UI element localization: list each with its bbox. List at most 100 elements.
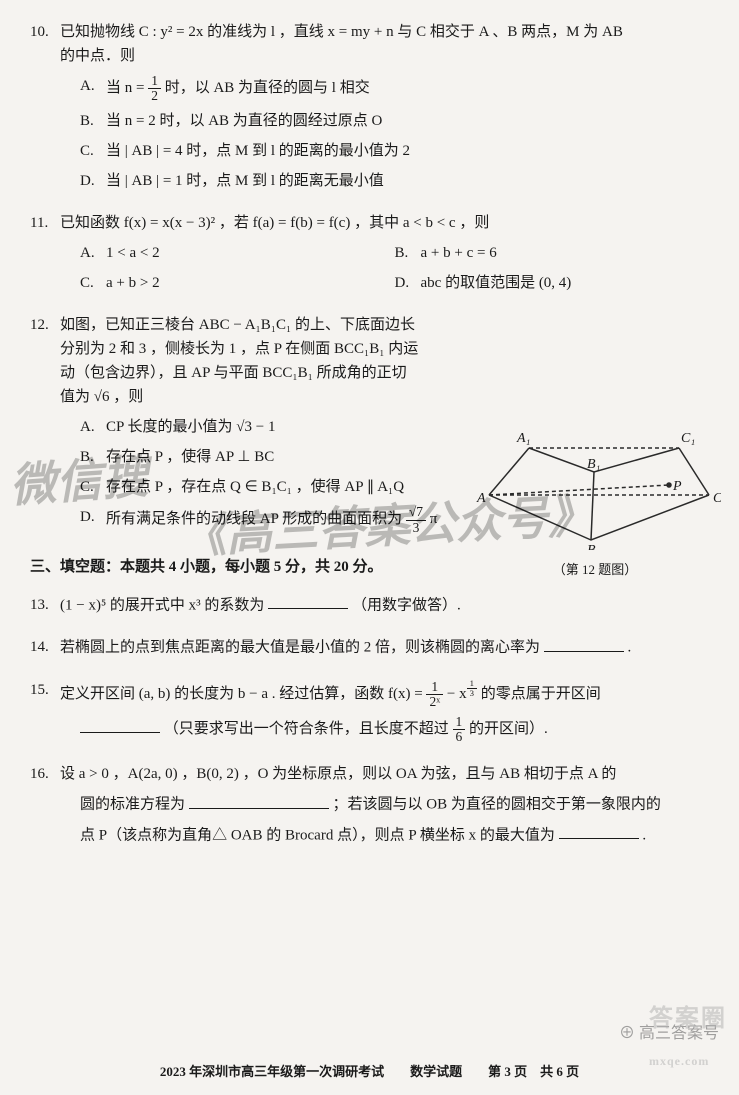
q13-pre: (1 − x)⁵ 的展开式中 x³ 的系数为 xyxy=(60,597,268,613)
edge-bb1 xyxy=(591,472,594,540)
q14-post: . xyxy=(628,640,632,656)
opt-label-a: A. xyxy=(80,74,106,103)
q11-optA: 1 < a < 2 xyxy=(106,241,160,265)
q16-line3-post: . xyxy=(642,827,646,843)
q15-body: 定义开区间 (a, b) 的长度为 b − a . 经过估算，函数 f(x) =… xyxy=(60,678,709,709)
q12-line3: 动（包含边界），且 AP 与平面 BCC₁B₁ 所成角的正切 xyxy=(60,365,407,381)
frac-n: √7 xyxy=(406,505,426,520)
q15-post1: 的零点属于开区间 xyxy=(481,686,601,702)
q16-number: 16. xyxy=(30,762,60,786)
opt-label-d: D. xyxy=(395,271,421,295)
q11-number: 11. xyxy=(30,211,60,235)
opt-label-a: A. xyxy=(80,415,106,439)
q14-blank xyxy=(544,635,624,652)
exp-frac: 13 xyxy=(467,679,477,698)
q12-optA-pre: CP 长度的最小值为 xyxy=(106,419,236,435)
q12-optD-pre: 所有满足条件的动线段 AP 形成的曲面面积为 xyxy=(106,511,406,527)
q13-body: (1 − x)⁵ 的展开式中 x³ 的系数为 （用数字做答）. xyxy=(60,593,709,618)
q16-blank2 xyxy=(559,823,639,840)
q12-figure-caption: （第 12 题图） xyxy=(469,560,721,581)
fraction: 12ˣ xyxy=(426,680,443,709)
q16-line2: 圆的标准方程为 ；若该圆与以 OB 为直径的圆相交于第一象限内的 xyxy=(30,792,709,817)
opt-label-b: B. xyxy=(80,109,106,133)
q14-number: 14. xyxy=(30,635,60,660)
q15-line2-post: 的开区间）. xyxy=(469,721,548,737)
prism-svg: A B C A₁ B₁ C₁ P xyxy=(469,410,721,550)
frac-num: 1 xyxy=(148,74,161,89)
q10-opt-a: A. 当 n = 12 时，以 AB 为直径的圆与 l 相交 xyxy=(30,74,709,103)
q15-blank xyxy=(80,717,160,734)
fraction: 12 xyxy=(148,74,161,103)
q16-body: 设 a > 0 ，A(2a, 0) ，B(0, 2) ，O 为坐标原点，则以 O… xyxy=(60,762,709,786)
q10-stem: 10. 已知抛物线 C : y² = 2x 的准线为 l ，直线 x = my … xyxy=(30,20,709,68)
label-P: P xyxy=(672,479,682,494)
edge-abc-front xyxy=(489,495,709,540)
q15-mid: − x xyxy=(447,686,467,702)
label-A: A xyxy=(476,491,486,506)
opt-label-c: C. xyxy=(80,271,106,295)
page-footer: 2023 年深圳市高三年级第一次调研考试 数学试题 第 3 页 共 6 页 xyxy=(0,1062,739,1083)
q12-optA-sqrt: √3 xyxy=(236,419,252,435)
q12-body: 如图，已知正三棱台 ABC − A₁B₁C₁ 的上、下底面边长 分别为 2 和 … xyxy=(60,313,709,409)
q16-line3: 点 P（该点称为直角△ OAB 的 Brocard 点），则点 P 横坐标 x … xyxy=(30,823,709,848)
q10-opt-d: D. 当 | AB | = 1 时，点 M 到 l 的距离无最小值 xyxy=(30,169,709,193)
q12-line1: 如图，已知正三棱台 ABC − A₁B₁C₁ 的上、下底面边长 xyxy=(60,317,415,333)
q10-optA-text: 当 n = 12 时，以 AB 为直径的圆与 l 相交 xyxy=(106,74,709,103)
q14-pre: 若椭圆上的点到焦点距离的最大值是最小值的 2 倍，则该椭圆的离心率为 xyxy=(60,640,544,656)
q11-optC: a + b > 2 xyxy=(106,271,160,295)
q10-number: 10. xyxy=(30,20,60,68)
q11-opts-row1: A.1 < a < 2 B.a + b + c = 6 xyxy=(30,241,709,265)
q12-line2: 分别为 2 和 3 ，侧棱长为 1 ，点 P 在侧面 BCC₁B₁ 内运 xyxy=(60,341,418,357)
q16-line2-post: ；若该圆与以 OB 为直径的圆相交于第一象限内的 xyxy=(333,797,661,813)
q16-line2-pre: 圆的标准方程为 xyxy=(80,797,189,813)
q12-optA-post: − 1 xyxy=(252,419,275,435)
edge-aa1 xyxy=(489,448,529,495)
q10-optA-pre: 当 n = xyxy=(106,80,148,96)
q12-line4-pre: 值为 xyxy=(60,389,90,405)
fraction: 16 xyxy=(453,715,466,744)
frac-d: 3 xyxy=(467,689,477,698)
q11-opts-row2: C.a + b > 2 D.abc 的取值范围是 (0, 4) xyxy=(30,271,709,295)
q10-opt-c: C. 当 | AB | = 4 时，点 M 到 l 的距离的最小值为 2 xyxy=(30,139,709,163)
q11-optB: a + b + c = 6 xyxy=(421,241,497,265)
q13-post: （用数字做答）. xyxy=(352,597,461,613)
frac-den: 2 xyxy=(148,89,161,103)
frac-n: 1 xyxy=(426,680,443,695)
q12-line4-post: ，则 xyxy=(113,389,143,405)
question-11: 11. 已知函数 f(x) = x(x − 3)² ，若 f(a) = f(b)… xyxy=(30,211,709,295)
frac-d: 2ˣ xyxy=(426,695,443,709)
q16-line3-pre: 点 P（该点称为直角△ OAB 的 Brocard 点），则点 P 横坐标 x … xyxy=(80,827,559,843)
label-C1: C₁ xyxy=(681,431,695,446)
q12-optD-post: π xyxy=(430,511,438,527)
label-B1: B₁ xyxy=(587,457,600,472)
opt-label-c: C. xyxy=(80,475,106,499)
q15-number: 15. xyxy=(30,678,60,709)
frac-n: 1 xyxy=(453,715,466,730)
fraction: √73 xyxy=(406,505,426,534)
q15-pre: 定义开区间 (a, b) 的长度为 b − a . 经过估算，函数 f(x) = xyxy=(60,686,426,702)
q16-blank1 xyxy=(189,792,329,809)
q10-stem-line2: 的中点．则 xyxy=(60,48,135,64)
q11-body: 已知函数 f(x) = x(x − 3)² ，若 f(a) = f(b) = f… xyxy=(60,211,709,235)
q10-optD-text: 当 | AB | = 1 时，点 M 到 l 的距离无最小值 xyxy=(106,169,709,193)
q10-optA-post: 时，以 AB 为直径的圆与 l 相交 xyxy=(165,80,370,96)
q10-optC-text: 当 | AB | = 4 时，点 M 到 l 的距离的最小值为 2 xyxy=(106,139,709,163)
opt-label-a: A. xyxy=(80,241,106,265)
q10-body: 已知抛物线 C : y² = 2x 的准线为 l ，直线 x = my + n … xyxy=(60,20,709,68)
q15-line2-pre: （只要求写出一个符合条件，且长度不超过 xyxy=(164,721,453,737)
q14-body: 若椭圆上的点到焦点距离的最大值是最小值的 2 倍，则该椭圆的离心率为 . xyxy=(60,635,709,660)
opt-label-d: D. xyxy=(80,505,106,534)
question-14: 14. 若椭圆上的点到焦点距离的最大值是最小值的 2 倍，则该椭圆的离心率为 . xyxy=(30,635,709,660)
q13-number: 13. xyxy=(30,593,60,618)
q15-line2: （只要求写出一个符合条件，且长度不超过 16 的开区间）. xyxy=(30,715,709,744)
label-A1: A₁ xyxy=(516,431,530,446)
opt-label-c: C. xyxy=(80,139,106,163)
q10-opt-b: B. 当 n = 2 时，以 AB 为直径的圆经过原点 O xyxy=(30,109,709,133)
q10-optB-text: 当 n = 2 时，以 AB 为直径的圆经过原点 O xyxy=(106,109,709,133)
corner-text: 答案圈 xyxy=(649,1006,727,1032)
q16-line1: 设 a > 0 ，A(2a, 0) ，B(0, 2) ，O 为坐标原点，则以 O… xyxy=(60,766,616,782)
question-16: 16. 设 a > 0 ，A(2a, 0) ，B(0, 2) ，O 为坐标原点，… xyxy=(30,762,709,847)
q12-stem: 12. 如图，已知正三棱台 ABC − A₁B₁C₁ 的上、下底面边长 分别为 … xyxy=(30,313,709,409)
frac-d: 6 xyxy=(453,730,466,744)
question-15: 15. 定义开区间 (a, b) 的长度为 b − a . 经过估算，函数 f(… xyxy=(30,678,709,745)
